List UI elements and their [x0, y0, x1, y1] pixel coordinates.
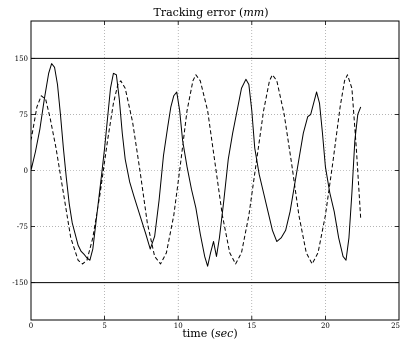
- series-line-solid: [30, 63, 362, 267]
- chart-title: Tracking error (mm): [154, 6, 269, 19]
- chart-title-unit: mm: [243, 6, 264, 19]
- x-axis-label-unit: sec: [215, 327, 233, 340]
- y-tick-label-2: 0: [24, 167, 28, 175]
- x-tick-label-0: 0: [29, 322, 33, 330]
- x-axis-label-text: time: [182, 327, 207, 340]
- x-axis-label: time (sec): [182, 327, 237, 340]
- series-lines: [30, 63, 362, 267]
- y-tick-label-0: -150: [12, 279, 28, 287]
- grid-lines: [31, 21, 399, 320]
- x-tick-label-1: 5: [102, 322, 106, 330]
- y-tick-label-3: 75: [19, 111, 28, 119]
- y-tick-label-4: 150: [15, 55, 28, 63]
- x-tick-label-3: 15: [247, 322, 256, 330]
- x-tick-label-5: 25: [391, 322, 400, 330]
- x-tick-label-4: 20: [321, 322, 330, 330]
- tick-labels: 0 5 10 15 20 25 -150 -75 0 75 150: [12, 55, 400, 330]
- series-line-dashed: [30, 74, 362, 265]
- tick-marks: [30, 21, 400, 320]
- reference-lines: [31, 57, 399, 284]
- x-tick-label-2: 10: [174, 322, 183, 330]
- y-tick-label-1: -75: [17, 223, 28, 231]
- chart-title-text: Tracking error: [154, 6, 237, 19]
